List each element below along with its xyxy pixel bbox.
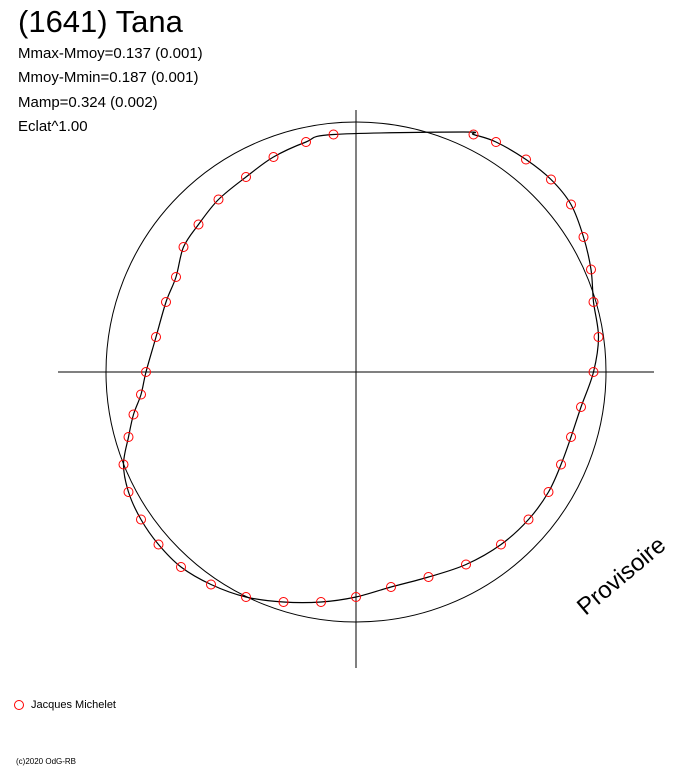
- data-point: [136, 514, 146, 525]
- stat-mmoy-mmin: Mmoy-Mmin=0.187 (0.001): [18, 69, 199, 86]
- data-point: [593, 332, 604, 342]
- data-point: [543, 487, 554, 497]
- data-point: [316, 597, 326, 607]
- observation-markers: [118, 129, 604, 607]
- data-point: [241, 172, 251, 182]
- data-point: [141, 367, 151, 377]
- data-point: [171, 272, 181, 282]
- legend-label: Jacques Michelet: [31, 699, 116, 711]
- reference-circle: [105, 121, 607, 623]
- data-point: [151, 332, 161, 342]
- data-point: [556, 459, 566, 470]
- data-point: [241, 592, 251, 602]
- data-point: [566, 199, 576, 210]
- data-point: [386, 582, 396, 592]
- legend-marker-icon: [14, 700, 24, 710]
- data-point: [301, 137, 311, 147]
- stat-mmax-mmoy: Mmax-Mmoy=0.137 (0.001): [18, 45, 203, 62]
- data-point: [206, 579, 216, 590]
- data-point: [351, 592, 361, 602]
- data-point: [213, 194, 224, 205]
- copyright: (c)2020 OdG-RB: [16, 757, 77, 766]
- data-point: [566, 432, 576, 442]
- data-point: [193, 219, 204, 230]
- data-point: [491, 137, 501, 147]
- data-point: [123, 432, 134, 442]
- data-point: [521, 154, 531, 165]
- data-point: [468, 129, 479, 140]
- data-point: [328, 129, 339, 140]
- data-point: [123, 487, 134, 497]
- data-point: [578, 232, 589, 242]
- data-point: [546, 174, 556, 185]
- data-point: [588, 297, 599, 307]
- data-point: [153, 539, 164, 550]
- data-point: [461, 559, 471, 570]
- data-point: [588, 367, 599, 377]
- data-point: [278, 597, 289, 607]
- legend: Jacques Michelet: [14, 698, 116, 712]
- data-point: [423, 572, 434, 582]
- fit-curve: [122, 131, 600, 604]
- data-point: [268, 152, 279, 162]
- data-point: [178, 242, 189, 252]
- data-point: [496, 539, 506, 550]
- data-point: [523, 514, 534, 525]
- stat-eclat: Eclat^1.00: [18, 118, 88, 135]
- data-point: [161, 297, 171, 307]
- data-point: [176, 562, 186, 572]
- data-point: [118, 459, 129, 470]
- data-point: [128, 409, 139, 420]
- data-point: [576, 402, 586, 412]
- data-point: [586, 264, 596, 275]
- stat-mamp: Mamp=0.324 (0.002): [18, 94, 158, 111]
- data-point: [136, 389, 146, 400]
- page-title: (1641) Tana: [18, 4, 183, 39]
